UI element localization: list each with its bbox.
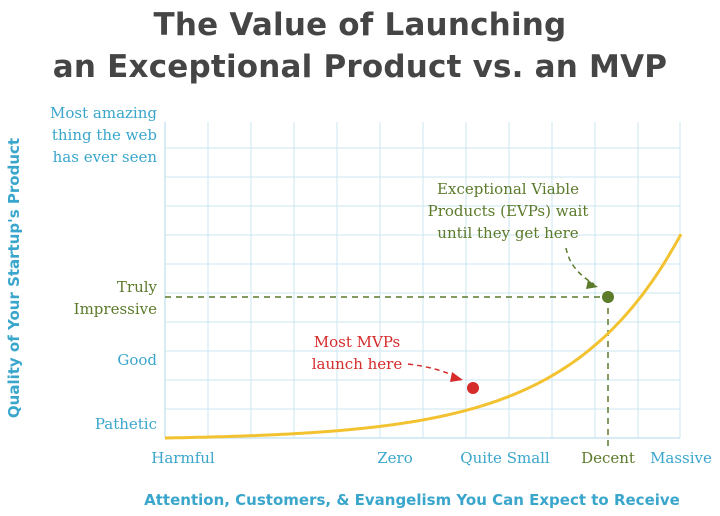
guide-lines <box>165 296 609 446</box>
evp-annotation-line: Exceptional Viable <box>437 180 579 198</box>
mvp-annotation-line: Most MVPs <box>314 333 400 351</box>
evp-annotation-line: Products (EVPs) wait <box>428 202 589 220</box>
y-tick-label: Truly Impressive <box>74 278 158 318</box>
y-tick-line: Impressive <box>74 300 157 318</box>
annotations: Exceptional Viable Products (EVPs) wait un… <box>312 180 598 382</box>
evp-arrow <box>565 247 595 285</box>
y-tick-line: has ever seen <box>53 148 158 166</box>
y-tick-label: Good <box>117 351 157 369</box>
y-tick-labels: Pathetic Good Truly Impressive Most amazing t… <box>50 104 157 433</box>
y-tick-line: thing the web <box>52 126 157 144</box>
y-tick-line: Truly <box>117 278 158 296</box>
evp-arrowhead <box>586 280 598 289</box>
mvp-point <box>467 382 479 394</box>
value-curve <box>165 233 683 440</box>
x-tick-label: Zero <box>377 449 413 467</box>
chart-title-line-1: The Value of Launching <box>153 7 567 43</box>
mvp-annotation: Most MVPs launch here <box>312 333 403 373</box>
x-axis-label: Attention, Customers, & Evangelism You C… <box>144 491 680 509</box>
y-axis-label: Quality of Your Startup's Product <box>5 138 23 418</box>
evp-annotation-line: until they get here <box>437 224 579 242</box>
x-tick-label: Massive <box>650 449 712 467</box>
y-tick-label: Pathetic <box>95 415 157 433</box>
y-tick-line: Most amazing <box>50 104 157 122</box>
evp-annotation: Exceptional Viable Products (EVPs) wait un… <box>428 180 589 242</box>
x-tick-label: Decent <box>581 449 635 467</box>
mvp-annotation-line: launch here <box>312 355 403 373</box>
mvp-arrowhead <box>450 372 463 382</box>
y-tick-line: Pathetic <box>95 415 157 433</box>
axes <box>164 122 680 439</box>
chart-title-line-2: an Exceptional Product vs. an MVP <box>52 49 668 85</box>
grid-lines <box>165 122 681 438</box>
mvp-arrow <box>407 363 459 379</box>
y-tick-label: Most amazing thing the web has ever seen <box>50 104 157 166</box>
x-tick-labels: Harmful Zero Quite Small Decent Massive <box>151 449 712 467</box>
data-points <box>467 291 614 394</box>
x-tick-label: Harmful <box>151 449 215 467</box>
x-tick-label: Quite Small <box>460 449 550 467</box>
evp-point <box>602 291 614 303</box>
y-tick-line: Good <box>117 351 157 369</box>
